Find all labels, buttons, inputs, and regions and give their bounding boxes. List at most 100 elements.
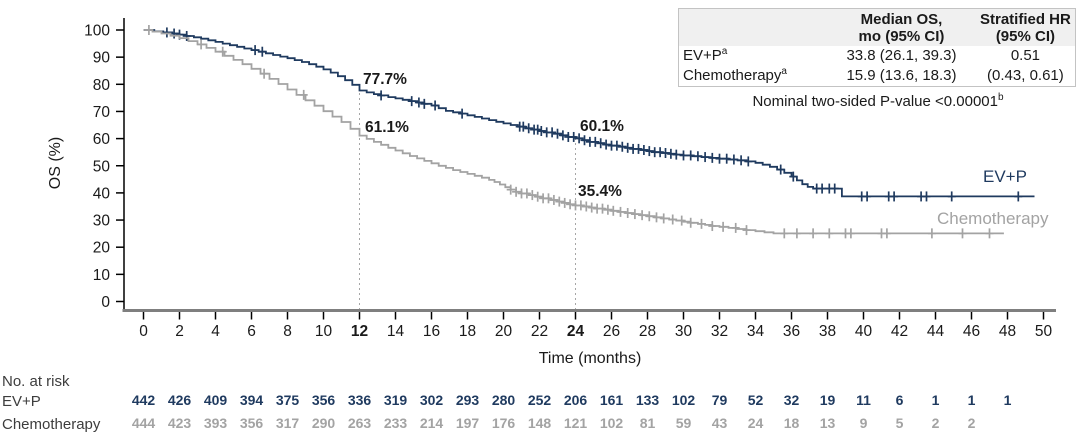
x-tick-label: 28: [639, 323, 656, 340]
risk-count: 442: [131, 392, 156, 408]
risk-count: 102: [599, 415, 624, 431]
y-tick-label: 90: [93, 50, 111, 67]
risk-row-chemo-label: Chemotherapy: [2, 416, 101, 433]
chemotherapy-censor-marks: [144, 25, 994, 239]
stats-table: Median OS, mo (95% CI) Stratified HR (95…: [678, 8, 1076, 87]
risk-count: 148: [527, 415, 552, 431]
footnote-marker: b: [998, 92, 1004, 103]
risk-count: 394: [239, 392, 264, 408]
footnote-marker: a: [721, 46, 728, 57]
x-tick-label: 24: [567, 323, 585, 340]
risk-count: 133: [635, 392, 660, 408]
chemotherapy-series-label: Chemotherapy: [937, 209, 1049, 228]
risk-count: 161: [599, 392, 624, 408]
risk-count: 214: [419, 415, 444, 431]
x-tick-label: 22: [531, 323, 548, 340]
risk-count: 336: [347, 392, 372, 408]
stats-header-empty: [678, 8, 828, 46]
x-tick-label: 14: [387, 323, 405, 340]
risk-count: 24: [747, 415, 764, 431]
annotation-77.7%: 77.7%: [363, 71, 407, 88]
x-tick-label: 36: [783, 323, 800, 340]
y-tick-label: 10: [93, 267, 111, 284]
annotation-35.4%: 35.4%: [578, 183, 622, 200]
y-tick-label: 60: [93, 131, 111, 148]
series-ev-p: EV+P: [143, 27, 1035, 202]
stats-header-hr-line1: Stratified HR: [979, 11, 1071, 28]
risk-count: 233: [383, 415, 408, 431]
risk-count: 252: [527, 392, 552, 408]
stats-header-median-line1: Median OS,: [860, 11, 943, 28]
risk-count: 2: [931, 415, 940, 431]
risk-count: 32: [783, 392, 800, 408]
x-tick-label: 38: [819, 323, 836, 340]
risk-count: 9: [859, 415, 868, 431]
y-tick-label: 0: [101, 294, 110, 311]
x-tick-label: 4: [211, 323, 220, 340]
stats-row-chemo-hr: (0.43, 0.61): [987, 67, 1064, 84]
risk-table-title: No. at risk: [2, 373, 70, 390]
x-tick-label: 2: [175, 323, 184, 340]
risk-count: 263: [347, 415, 372, 431]
y-tick-label: 30: [93, 213, 111, 230]
x-tick-label: 8: [283, 323, 292, 340]
risk-count: 13: [819, 415, 836, 431]
risk-count: 293: [455, 392, 480, 408]
risk-count: 2: [967, 415, 976, 431]
risk-count: 176: [491, 415, 516, 431]
x-tick-label: 10: [315, 323, 333, 340]
risk-count: 356: [311, 392, 336, 408]
risk-count: 1: [967, 392, 976, 408]
y-tick-label: 40: [93, 185, 111, 202]
annotations: 77.7% 61.1% 60.1% 35.4%: [363, 71, 624, 200]
x-tick-label: 50: [1035, 323, 1053, 340]
stats-header-hr-line2: (95% CI): [995, 28, 1055, 45]
risk-count: 18: [783, 415, 800, 431]
risk-count: 444: [131, 415, 156, 431]
risk-count: 356: [239, 415, 264, 431]
x-tick-label: 40: [855, 323, 873, 340]
x-tick-label: 30: [675, 323, 693, 340]
x-tick-label: 18: [459, 323, 476, 340]
y-tick-label: 80: [93, 77, 111, 94]
x-tick-label: 0: [139, 323, 148, 340]
risk-count: 280: [491, 392, 516, 408]
risk-count: 206: [563, 392, 588, 408]
stats-header-hr: Stratified HR (95% CI): [975, 8, 1076, 46]
x-axis-title: Time (months): [539, 350, 642, 367]
stats-row-evp: EV+Pa 33.8 (26.1, 39.3) 0.51: [679, 46, 1076, 66]
x-tick-label: 16: [423, 323, 440, 340]
risk-count: 19: [819, 392, 836, 408]
x-tick-label: 44: [927, 323, 945, 340]
risk-count: 1: [931, 392, 940, 408]
risk-row-evp-label: EV+P: [2, 393, 41, 410]
ev-p-series-label: EV+P: [983, 167, 1027, 186]
risk-count: 11: [856, 392, 871, 408]
stats-header-median-line2: mo (95% CI): [858, 28, 945, 45]
y-axis-title: OS (%): [47, 137, 64, 189]
x-tick-label: 42: [891, 323, 908, 340]
risk-count: 409: [203, 392, 228, 408]
risk-count: 43: [711, 415, 728, 431]
y-tick-label: 70: [93, 104, 111, 121]
reference-lines: [359, 90, 576, 310]
annotation-61.1%: 61.1%: [365, 119, 409, 136]
y-tick-label: 20: [93, 240, 111, 257]
stats-row-chemo-label: Chemotherapya: [683, 66, 787, 85]
risk-count: 6: [895, 392, 904, 408]
risk-count: 102: [671, 392, 696, 408]
stats-row-chemo-median: 15.9 (13.6, 18.3): [846, 67, 957, 84]
x-tick-label: 12: [351, 323, 368, 340]
series-chemotherapy: Chemotherapy: [143, 25, 1049, 239]
risk-count: 426: [167, 392, 192, 408]
risk-count: 317: [275, 415, 300, 431]
risk-count: 197: [455, 415, 480, 431]
stats-header-median-os: Median OS, mo (95% CI): [827, 8, 976, 46]
stats-row-chemo: Chemotherapya 15.9 (13.6, 18.3) (0.43, 0…: [679, 66, 1076, 87]
ev-p-censor-marks: [162, 27, 1023, 202]
stats-row-evp-label: EV+Pa: [683, 46, 728, 65]
risk-count: 121: [563, 415, 588, 431]
